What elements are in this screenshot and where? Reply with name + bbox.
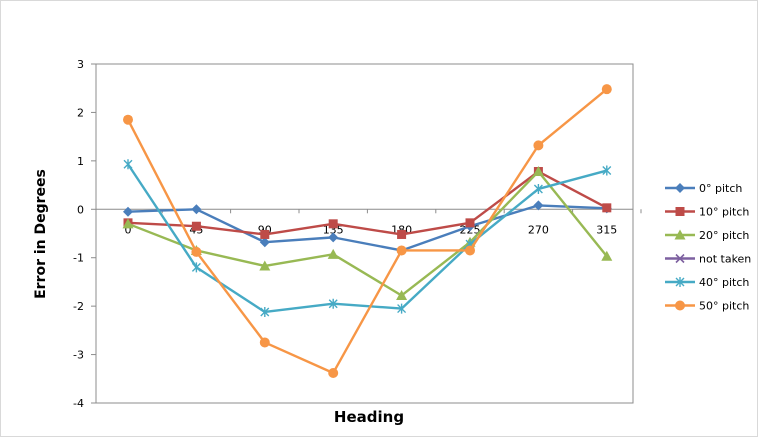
legend-item: 20° pitch bbox=[665, 229, 749, 242]
legend-marker bbox=[675, 183, 685, 193]
data-point bbox=[328, 219, 338, 229]
data-point bbox=[259, 237, 270, 248]
data-point bbox=[123, 114, 133, 125]
legend-item: not taken bbox=[665, 253, 751, 266]
data-point bbox=[328, 232, 339, 243]
legend-label: 0° pitch bbox=[699, 182, 742, 195]
x-axis-title: Heading bbox=[334, 408, 404, 426]
data-point bbox=[465, 218, 475, 228]
data-point bbox=[191, 262, 201, 273]
x-tick-label: 0 bbox=[125, 223, 132, 236]
y-tick-label: 0 bbox=[77, 203, 84, 216]
data-point bbox=[533, 140, 544, 151]
data-point bbox=[259, 260, 271, 271]
plot-area bbox=[95, 63, 634, 404]
x-tick-label: 270 bbox=[528, 223, 549, 236]
data-point bbox=[328, 298, 338, 309]
series-line bbox=[127, 204, 607, 252]
data-point bbox=[396, 245, 407, 256]
legend-item: 10° pitch bbox=[665, 206, 749, 219]
y-tick-label: 1 bbox=[77, 155, 84, 168]
series-5 bbox=[123, 84, 612, 378]
legend-item: 40° pitch bbox=[665, 276, 749, 289]
data-point bbox=[396, 289, 408, 300]
data-point bbox=[122, 218, 134, 229]
data-point bbox=[533, 183, 543, 194]
legend-label: 40° pitch bbox=[699, 276, 749, 289]
series-line bbox=[127, 170, 608, 236]
data-point bbox=[532, 166, 544, 177]
data-point bbox=[123, 206, 133, 217]
y-tick-label: -2 bbox=[73, 300, 84, 313]
data-point bbox=[260, 306, 270, 317]
data-point bbox=[260, 229, 270, 239]
legend-marker bbox=[675, 300, 685, 311]
data-point bbox=[191, 221, 201, 231]
x-tick-label: 315 bbox=[596, 223, 617, 236]
legend-marker bbox=[674, 229, 686, 240]
data-point bbox=[602, 203, 612, 213]
y-tick-label: -4 bbox=[73, 397, 84, 410]
data-point bbox=[601, 250, 613, 261]
legend-label: 50° pitch bbox=[699, 300, 749, 313]
series-line bbox=[127, 170, 608, 297]
y-tick-label: -1 bbox=[73, 252, 84, 265]
legend-label: 10° pitch bbox=[699, 206, 749, 219]
data-point bbox=[465, 245, 475, 256]
y-tick-label: 3 bbox=[77, 58, 84, 71]
data-point bbox=[191, 204, 202, 215]
data-point bbox=[533, 200, 544, 211]
data-point bbox=[191, 246, 202, 257]
legend-marker bbox=[675, 253, 685, 264]
legend-marker bbox=[675, 277, 685, 287]
y-axis-title: Error in Degrees bbox=[33, 169, 49, 299]
x-tick-label: 135 bbox=[323, 223, 344, 236]
data-point bbox=[397, 303, 407, 314]
legend-item: 0° pitch bbox=[665, 182, 742, 195]
y-tick-label: 2 bbox=[77, 106, 84, 119]
series-line bbox=[126, 163, 608, 314]
data-point bbox=[259, 337, 270, 348]
data-point bbox=[601, 84, 612, 95]
data-point bbox=[123, 159, 133, 170]
series-line bbox=[126, 88, 608, 375]
y-tick-label: -3 bbox=[73, 349, 84, 362]
legend-item: 50° pitch bbox=[665, 300, 749, 313]
legend-marker bbox=[675, 207, 685, 216]
series-4 bbox=[123, 159, 612, 317]
data-point bbox=[328, 367, 339, 378]
legend-label: 20° pitch bbox=[699, 229, 749, 242]
data-point bbox=[602, 165, 612, 176]
legend-label: not taken bbox=[699, 253, 751, 266]
data-point bbox=[327, 248, 339, 259]
data-point bbox=[397, 229, 407, 239]
